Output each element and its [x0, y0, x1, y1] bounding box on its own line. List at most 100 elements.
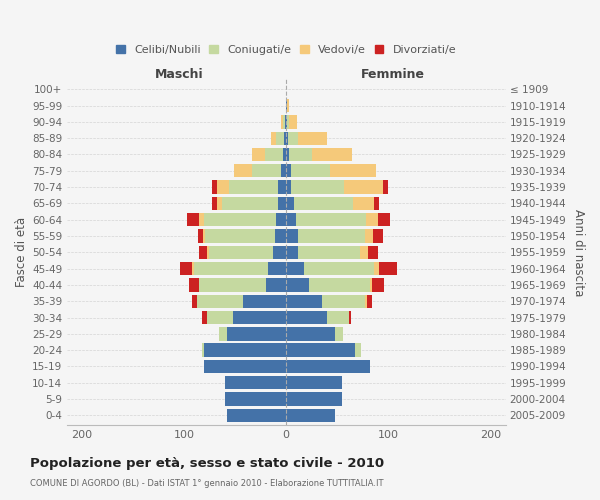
Bar [205, 213, 276, 226]
Bar [286, 230, 298, 242]
Bar [217, 180, 229, 194]
Y-axis label: Fasce di età: Fasce di età [15, 218, 28, 288]
Bar [344, 180, 383, 194]
Bar [268, 262, 286, 276]
Bar [225, 376, 286, 390]
Bar [286, 99, 287, 112]
Text: Popolazione per età, sesso e stato civile - 2010: Popolazione per età, sesso e stato civil… [30, 458, 384, 470]
Bar [335, 327, 343, 340]
Bar [372, 278, 384, 291]
Bar [327, 311, 349, 324]
Bar [304, 262, 374, 276]
Bar [294, 196, 353, 210]
Bar [286, 213, 296, 226]
Bar [234, 164, 253, 177]
Bar [281, 115, 283, 128]
Bar [284, 132, 286, 145]
Bar [286, 278, 308, 291]
Bar [222, 196, 278, 210]
Bar [373, 230, 383, 242]
Bar [286, 392, 342, 406]
Bar [217, 196, 222, 210]
Bar [275, 230, 286, 242]
Bar [199, 213, 205, 226]
Bar [286, 262, 304, 276]
Bar [286, 376, 342, 390]
Text: Maschi: Maschi [155, 68, 203, 81]
Bar [202, 344, 205, 357]
Bar [378, 213, 390, 226]
Bar [368, 246, 378, 259]
Bar [276, 132, 284, 145]
Bar [278, 196, 286, 210]
Bar [322, 294, 365, 308]
Bar [311, 148, 352, 161]
Bar [286, 164, 291, 177]
Bar [192, 262, 194, 276]
Bar [288, 132, 298, 145]
Bar [286, 408, 335, 422]
Bar [286, 344, 355, 357]
Bar [266, 278, 286, 291]
Bar [189, 278, 199, 291]
Bar [365, 230, 373, 242]
Bar [253, 164, 281, 177]
Bar [287, 99, 289, 112]
Text: Femmine: Femmine [361, 68, 425, 81]
Bar [289, 148, 311, 161]
Bar [286, 132, 288, 145]
Bar [298, 246, 359, 259]
Bar [205, 344, 286, 357]
Bar [187, 213, 199, 226]
Bar [199, 278, 266, 291]
Bar [289, 115, 297, 128]
Bar [286, 311, 327, 324]
Bar [286, 327, 335, 340]
Bar [198, 230, 203, 242]
Bar [330, 164, 376, 177]
Bar [291, 164, 330, 177]
Bar [286, 196, 294, 210]
Bar [229, 180, 278, 194]
Bar [243, 294, 286, 308]
Bar [379, 262, 397, 276]
Y-axis label: Anni di nascita: Anni di nascita [572, 208, 585, 296]
Bar [374, 196, 379, 210]
Bar [291, 180, 344, 194]
Bar [359, 246, 368, 259]
Bar [218, 327, 227, 340]
Bar [273, 246, 286, 259]
Bar [227, 327, 286, 340]
Bar [199, 246, 208, 259]
Bar [286, 180, 291, 194]
Bar [374, 262, 379, 276]
Bar [203, 230, 205, 242]
Bar [298, 230, 365, 242]
Bar [212, 180, 217, 194]
Bar [353, 196, 374, 210]
Bar [276, 213, 286, 226]
Bar [205, 230, 275, 242]
Bar [253, 148, 265, 161]
Bar [281, 164, 286, 177]
Bar [370, 278, 372, 291]
Bar [308, 278, 370, 291]
Bar [283, 148, 286, 161]
Bar [286, 294, 322, 308]
Bar [212, 196, 217, 210]
Bar [227, 408, 286, 422]
Bar [283, 115, 285, 128]
Text: COMUNE DI AGORDO (BL) - Dati ISTAT 1° gennaio 2010 - Elaborazione TUTTITALIA.IT: COMUNE DI AGORDO (BL) - Dati ISTAT 1° ge… [30, 479, 383, 488]
Bar [349, 311, 352, 324]
Bar [192, 294, 197, 308]
Bar [180, 262, 192, 276]
Bar [278, 180, 286, 194]
Bar [205, 360, 286, 373]
Bar [365, 213, 378, 226]
Bar [285, 115, 286, 128]
Bar [287, 115, 289, 128]
Bar [286, 148, 289, 161]
Bar [286, 246, 298, 259]
Bar [286, 115, 287, 128]
Bar [296, 213, 365, 226]
